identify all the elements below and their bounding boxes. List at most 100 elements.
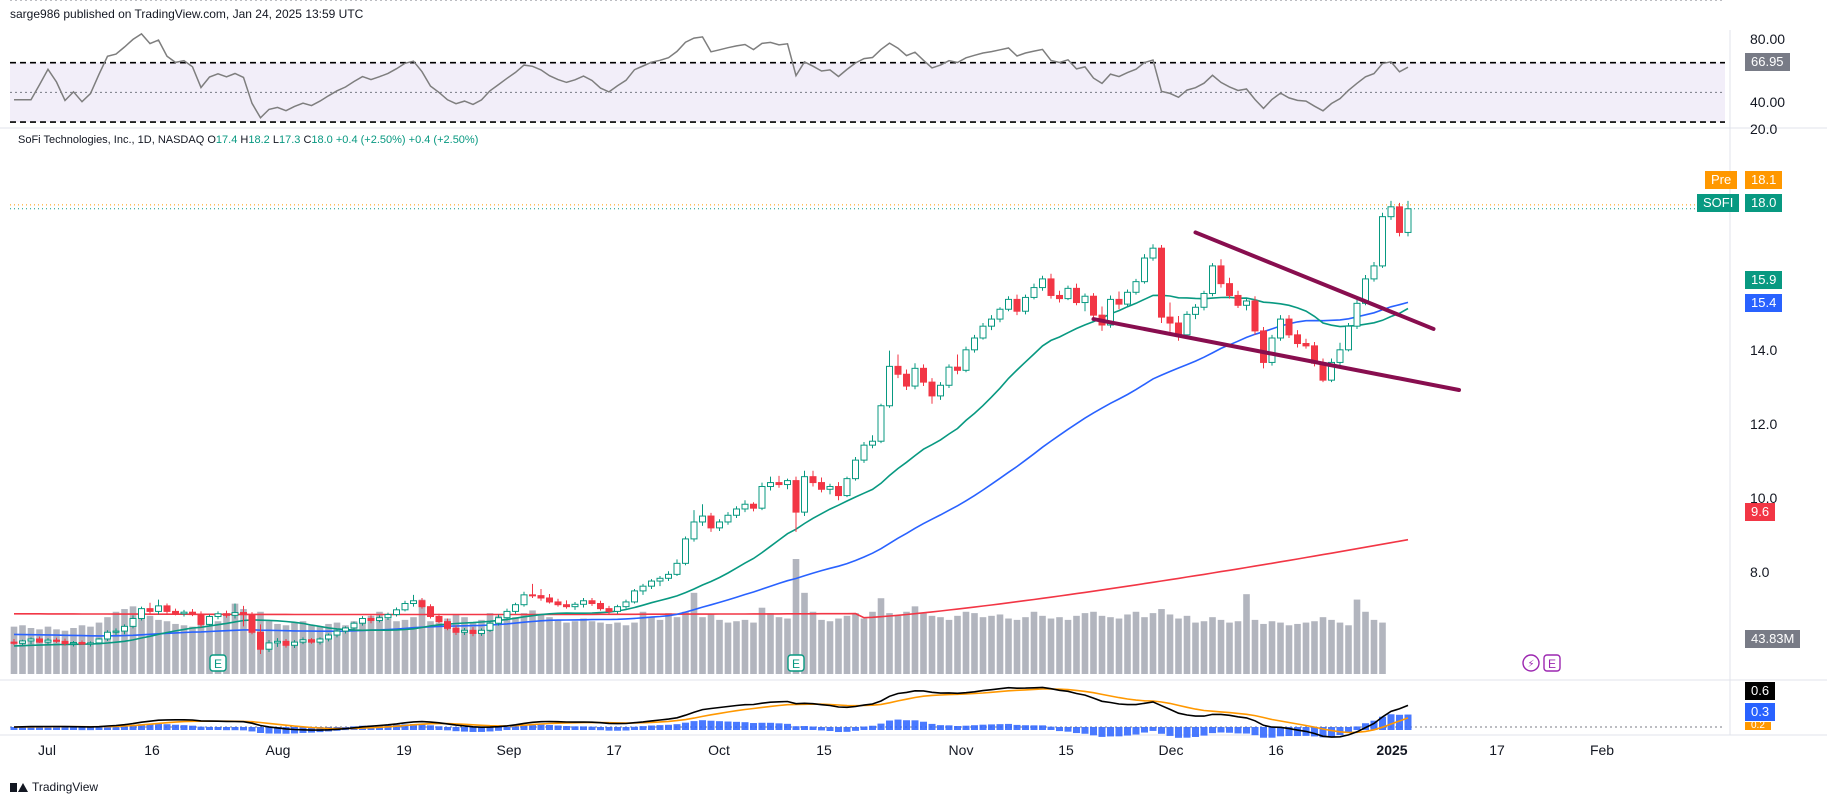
candle — [1294, 330, 1301, 348]
candle-body — [325, 634, 332, 640]
volume-bar — [733, 621, 740, 674]
x-tick-2025: 2025 — [1376, 742, 1408, 758]
volume-bar — [937, 617, 944, 674]
candle — [282, 638, 290, 648]
macd-hist-bar — [597, 727, 604, 731]
macd-hist-bar — [265, 727, 273, 734]
macd-hist-bar — [537, 724, 545, 730]
candle — [1030, 283, 1038, 300]
volume-bar — [750, 622, 757, 674]
candle-body — [1268, 337, 1276, 363]
volume-bar — [104, 617, 111, 674]
volume-bar — [248, 617, 256, 674]
macd-hist-bar — [1387, 714, 1395, 730]
macd-hist-bar — [104, 726, 111, 730]
candle-body — [1234, 294, 1242, 306]
macd-hist-bar — [733, 721, 740, 730]
candle-body — [767, 482, 774, 488]
macd-hist-bar — [461, 727, 468, 732]
candle — [206, 614, 213, 627]
candle-body — [639, 585, 647, 592]
candle — [359, 616, 366, 626]
macd-hist-bar — [1132, 727, 1140, 735]
candle — [835, 482, 842, 501]
candle-body — [945, 366, 953, 386]
candle-body — [1090, 295, 1097, 316]
volume-bar — [1149, 613, 1157, 674]
macd-hist-bar — [452, 727, 460, 732]
candle-body — [920, 367, 927, 383]
candle — [665, 571, 672, 582]
candle — [903, 369, 910, 390]
candle-body — [1158, 247, 1165, 318]
candle-body — [1141, 257, 1148, 283]
macd-hist-bar — [393, 724, 400, 730]
candle — [648, 579, 655, 589]
candle-body — [435, 616, 443, 623]
macd-hist-bar — [1209, 727, 1216, 734]
volume-bar — [809, 611, 817, 674]
candle — [1064, 285, 1072, 301]
candle — [265, 640, 273, 652]
candle-body — [1404, 208, 1412, 233]
candlestick-series — [10, 200, 1412, 654]
volume-bar — [36, 629, 43, 674]
candle — [95, 638, 103, 645]
candle — [1328, 358, 1335, 383]
candle-body — [699, 515, 706, 523]
candle — [1285, 315, 1293, 338]
volume-bar — [27, 628, 35, 674]
volume-bar — [53, 629, 60, 674]
volume-bar — [877, 598, 885, 674]
candle — [1192, 304, 1199, 320]
candle — [1234, 290, 1242, 309]
volume-bar — [478, 619, 485, 674]
volume-bar — [1268, 621, 1276, 674]
candle-body — [95, 638, 103, 644]
volume-bar — [44, 626, 52, 674]
volume-bar — [61, 630, 69, 674]
candle — [78, 640, 86, 645]
volume-bar — [359, 619, 366, 674]
candle-body — [189, 611, 196, 616]
candle-body — [911, 367, 919, 387]
candle-body — [401, 603, 409, 611]
volume-bar — [231, 603, 239, 674]
volume-bar — [1328, 619, 1335, 674]
candle-body — [384, 614, 392, 619]
macd-hist-bar — [741, 722, 749, 730]
earnings-marker-label: E — [214, 657, 222, 671]
candle — [937, 382, 944, 400]
candle — [843, 476, 851, 498]
candle-body — [571, 603, 579, 608]
candle — [1353, 299, 1361, 329]
macd-hist-bar — [809, 726, 817, 730]
macd-hist-bar — [129, 725, 137, 730]
macd-hist-bar — [1090, 727, 1097, 736]
volume-bar — [1226, 622, 1233, 674]
candle-body — [1345, 325, 1352, 351]
volume-bar — [818, 619, 825, 674]
candle — [1217, 259, 1225, 288]
candle-body — [588, 600, 596, 605]
candle-body — [537, 595, 545, 599]
macd-hist-bar — [95, 726, 103, 730]
candle — [469, 627, 477, 637]
symbol-legend: SoFi Technologies, Inc., 1D, NASDAQ O17.… — [18, 134, 478, 146]
volume-bar — [792, 559, 800, 674]
pre-market-label-tag: Pre — [1705, 171, 1738, 189]
candle-body — [724, 514, 732, 523]
candle — [291, 640, 298, 649]
macd-hist-bar — [792, 726, 800, 730]
candle-body — [1030, 287, 1038, 298]
x-tick-feb: Feb — [1589, 742, 1615, 758]
volume-bar — [767, 613, 774, 674]
macd-hist-bar — [716, 721, 723, 730]
candle-body — [1124, 291, 1131, 305]
volume-bar — [656, 619, 664, 674]
volume-bar — [1022, 617, 1029, 674]
publisher-header: sarge986 published on TradingView.com, J… — [10, 7, 364, 21]
volume-bar — [1175, 618, 1182, 674]
macd-hist-bar — [1064, 727, 1072, 732]
